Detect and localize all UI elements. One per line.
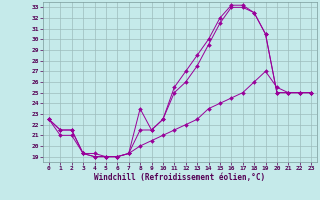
X-axis label: Windchill (Refroidissement éolien,°C): Windchill (Refroidissement éolien,°C) <box>94 173 266 182</box>
